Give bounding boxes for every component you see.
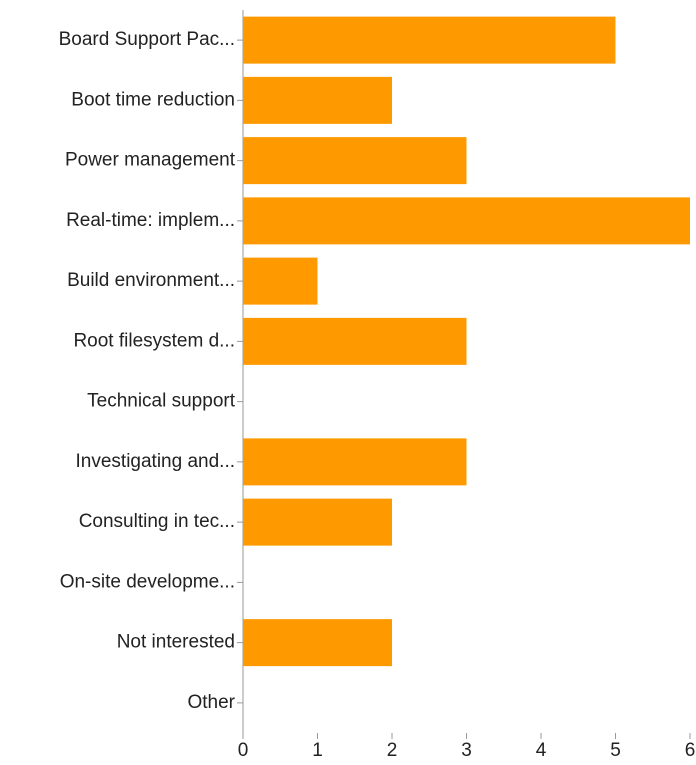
bar: [243, 197, 690, 245]
bar: [243, 317, 467, 365]
bar: [243, 438, 467, 486]
y-tick-label: On-site developme...: [60, 571, 235, 592]
x-tick-label: 0: [238, 740, 249, 761]
y-tick-label: Build environment...: [67, 270, 235, 291]
y-tick-label: Technical support: [87, 391, 236, 412]
x-tick-label: 4: [536, 740, 547, 761]
y-tick-label: Boot time reduction: [71, 89, 235, 110]
x-tick-label: 6: [685, 740, 696, 761]
y-tick-label: Root filesystem d...: [73, 330, 235, 351]
y-tick-label: Not interested: [117, 632, 235, 653]
x-tick-label: 3: [461, 740, 472, 761]
bar: [243, 619, 392, 667]
x-tick-label: 2: [387, 740, 398, 761]
bar: [243, 257, 318, 305]
x-tick-label: 5: [610, 740, 621, 761]
y-tick-label: Investigating and...: [76, 451, 236, 472]
bar: [243, 498, 392, 546]
bar: [243, 16, 616, 64]
y-tick-label: Board Support Pac...: [59, 29, 235, 50]
bar: [243, 76, 392, 124]
y-tick-label: Power management: [65, 150, 236, 171]
y-tick-label: Consulting in tec...: [79, 511, 235, 532]
y-tick-label: Real-time: implem...: [66, 210, 235, 231]
x-tick-label: 1: [312, 740, 323, 761]
bar: [243, 137, 467, 185]
y-tick-label: Other: [187, 692, 235, 713]
